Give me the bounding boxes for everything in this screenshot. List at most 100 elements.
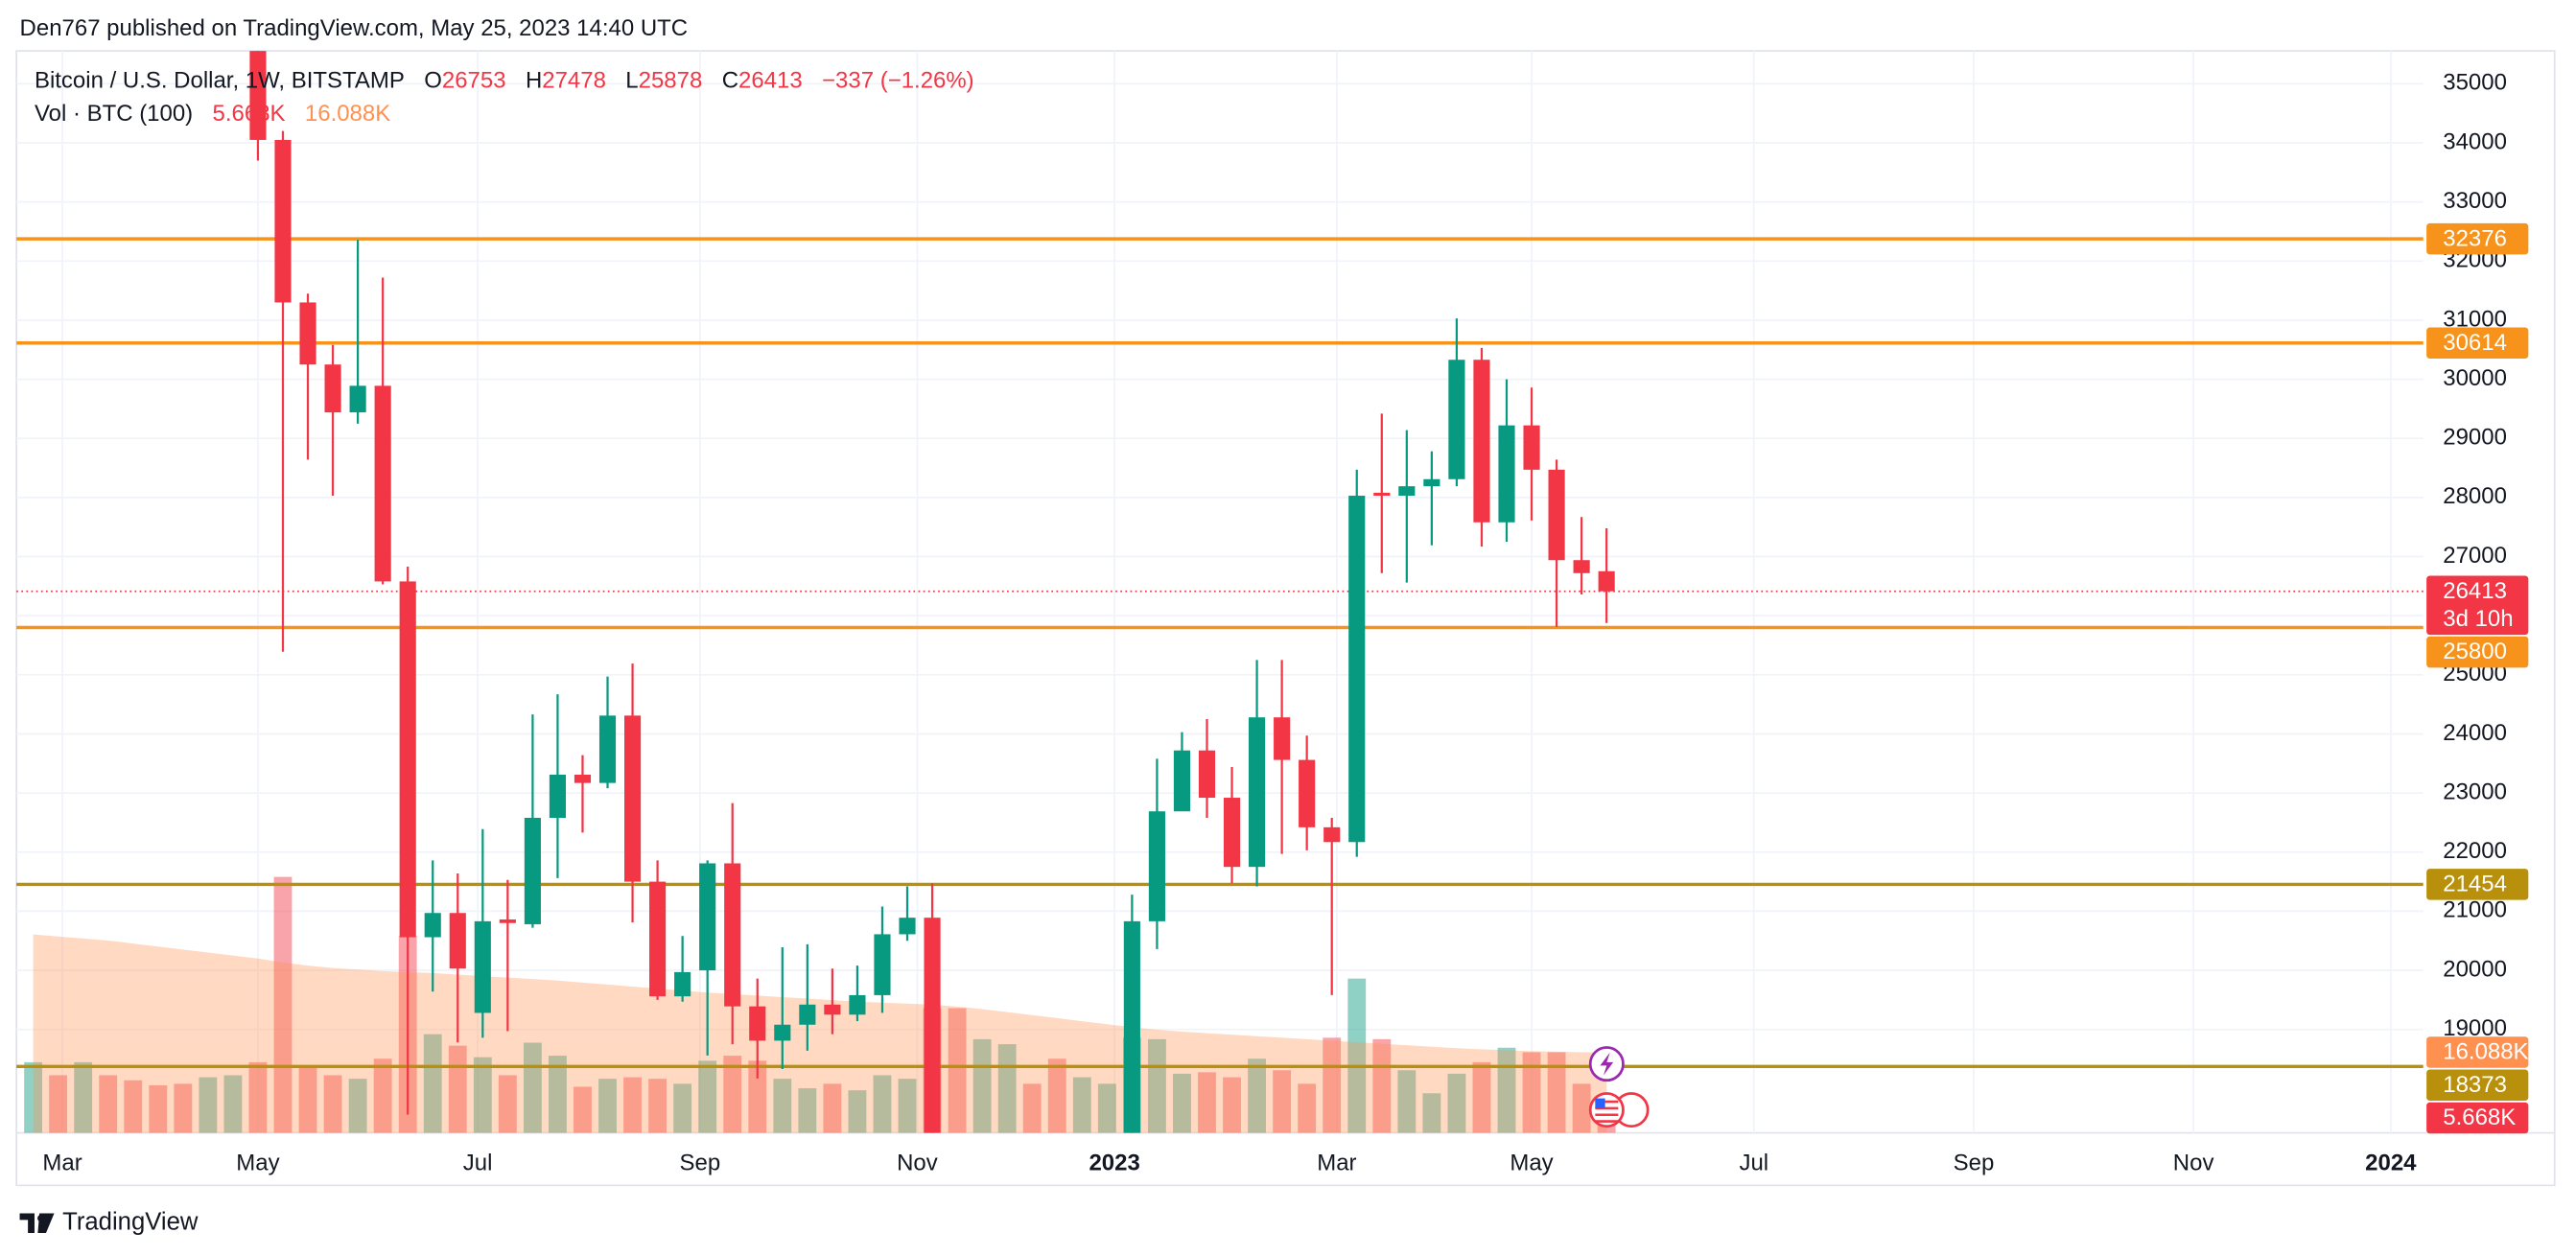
volume-bar: [1223, 1077, 1241, 1133]
candle-body: [1548, 469, 1565, 561]
volume-bar: [1248, 1058, 1267, 1133]
y-tick-label: 24000: [2443, 720, 2507, 746]
candle-body: [324, 364, 341, 413]
tag-label: 32376: [2443, 225, 2507, 251]
event-icon-bolt: [1600, 1052, 1614, 1076]
candle-body: [1448, 360, 1465, 479]
legend-key: L: [625, 68, 638, 94]
level-tag: 30614: [2426, 327, 2529, 360]
candle-body: [1173, 750, 1191, 812]
volume-bar: [798, 1088, 817, 1133]
candle-body: [424, 913, 441, 938]
volume-bar: [1372, 1038, 1392, 1133]
volume-bar: [898, 1079, 917, 1133]
candle-body: [774, 1024, 791, 1041]
candle-body: [1598, 570, 1615, 592]
volume-bar: [549, 1056, 567, 1133]
candle-body: [699, 863, 716, 971]
tag-label: 5.668K: [2443, 1105, 2516, 1130]
volume-pane: [24, 876, 1616, 1133]
candle-body: [1498, 425, 1515, 523]
level-tag: 32376: [2426, 222, 2529, 255]
y-tick-label: 23000: [2443, 779, 2507, 804]
candle-body: [749, 1006, 766, 1041]
candle-body: [1198, 750, 1216, 799]
volume-bar: [99, 1075, 118, 1133]
volume-bar: [1422, 1093, 1441, 1133]
candle-body: [574, 774, 592, 783]
volume-bar: [1173, 1073, 1191, 1133]
tag-background: [2426, 1036, 2529, 1068]
level-tag: 21454: [2426, 869, 2529, 900]
x-tick-label: May: [1510, 1150, 1553, 1175]
x-tick-label: Jul: [1739, 1150, 1768, 1175]
legend-volume: Vol · BTC (100) 5.668K 16.088K: [35, 101, 390, 127]
tag-background: [2426, 575, 2529, 636]
candle-body: [1398, 486, 1416, 497]
candle-body: [524, 817, 541, 924]
candle-body: [349, 385, 366, 413]
candle-body: [674, 971, 691, 997]
candle-body: [824, 1004, 841, 1015]
y-tick-label: 30000: [2443, 365, 2507, 391]
candle-body: [1373, 492, 1391, 497]
volume-ma-area: [33, 934, 1607, 1133]
volume-bar: [1323, 1037, 1342, 1133]
tag-background: [2426, 1102, 2529, 1134]
tag-background: [2426, 327, 2529, 360]
x-tick-label: Jul: [463, 1150, 493, 1175]
volume-bar: [1522, 1052, 1541, 1133]
candle-body: [1299, 759, 1316, 827]
candle-body: [1274, 717, 1291, 760]
legend-main: Bitcoin / U.S. Dollar, 1W, BITSTAMP O267…: [35, 68, 974, 94]
legend-high: 27478: [542, 68, 606, 94]
tag-label: 30614: [2443, 330, 2507, 356]
x-tick-label: Nov: [2173, 1150, 2214, 1175]
volume-bar: [1273, 1070, 1292, 1133]
candle-body: [1323, 826, 1341, 843]
volume-bar: [1547, 1052, 1566, 1133]
tag-label: 18373: [2443, 1072, 2507, 1098]
candle-body: [449, 913, 466, 969]
volume-bar: [1147, 1038, 1166, 1133]
volume-bar: [1198, 1072, 1216, 1133]
volume-bar: [423, 1034, 442, 1133]
volume-bar: [473, 1057, 492, 1133]
volume-ma-tag: 16.088K: [2426, 1036, 2529, 1068]
candle-body: [799, 1004, 816, 1025]
volume-bar: [298, 1067, 317, 1133]
volume-bar: [199, 1077, 218, 1133]
level-lines: [16, 237, 2424, 1069]
legend-key: O: [424, 68, 442, 94]
flag-stripes: [1595, 1100, 1619, 1123]
volume-bar: [574, 1086, 592, 1133]
volume-bar: [248, 1061, 268, 1133]
tag-background: [2426, 222, 2529, 255]
x-tick-label: Sep: [1954, 1150, 1995, 1175]
volume-bar: [1022, 1083, 1042, 1133]
candle-body: [1223, 798, 1241, 868]
legend-close: 26413: [738, 68, 803, 94]
volume-bar: [1072, 1077, 1091, 1133]
candle-body: [924, 918, 941, 1133]
y-tick-label: 29000: [2443, 425, 2507, 451]
candle-body: [374, 385, 391, 582]
volume-bar: [748, 1060, 767, 1133]
volume-last-tag: 5.668K: [2426, 1102, 2529, 1134]
tag-label: 25800: [2443, 639, 2507, 664]
publisher-line: Den767 published on TradingView.com, May…: [20, 15, 689, 41]
volume-bar: [698, 1060, 717, 1133]
x-tick-label: Nov: [897, 1150, 938, 1175]
candle-body: [1348, 496, 1366, 843]
volume-bar: [273, 876, 293, 1133]
legend-open: 26753: [442, 68, 506, 94]
candle-body: [849, 994, 866, 1015]
volume-bar: [1047, 1058, 1066, 1133]
candle-body: [1148, 811, 1165, 921]
volume-bar: [648, 1079, 667, 1133]
x-tick-label: 2024: [2365, 1150, 2417, 1175]
footer-brand: TradingView: [62, 1209, 199, 1236]
